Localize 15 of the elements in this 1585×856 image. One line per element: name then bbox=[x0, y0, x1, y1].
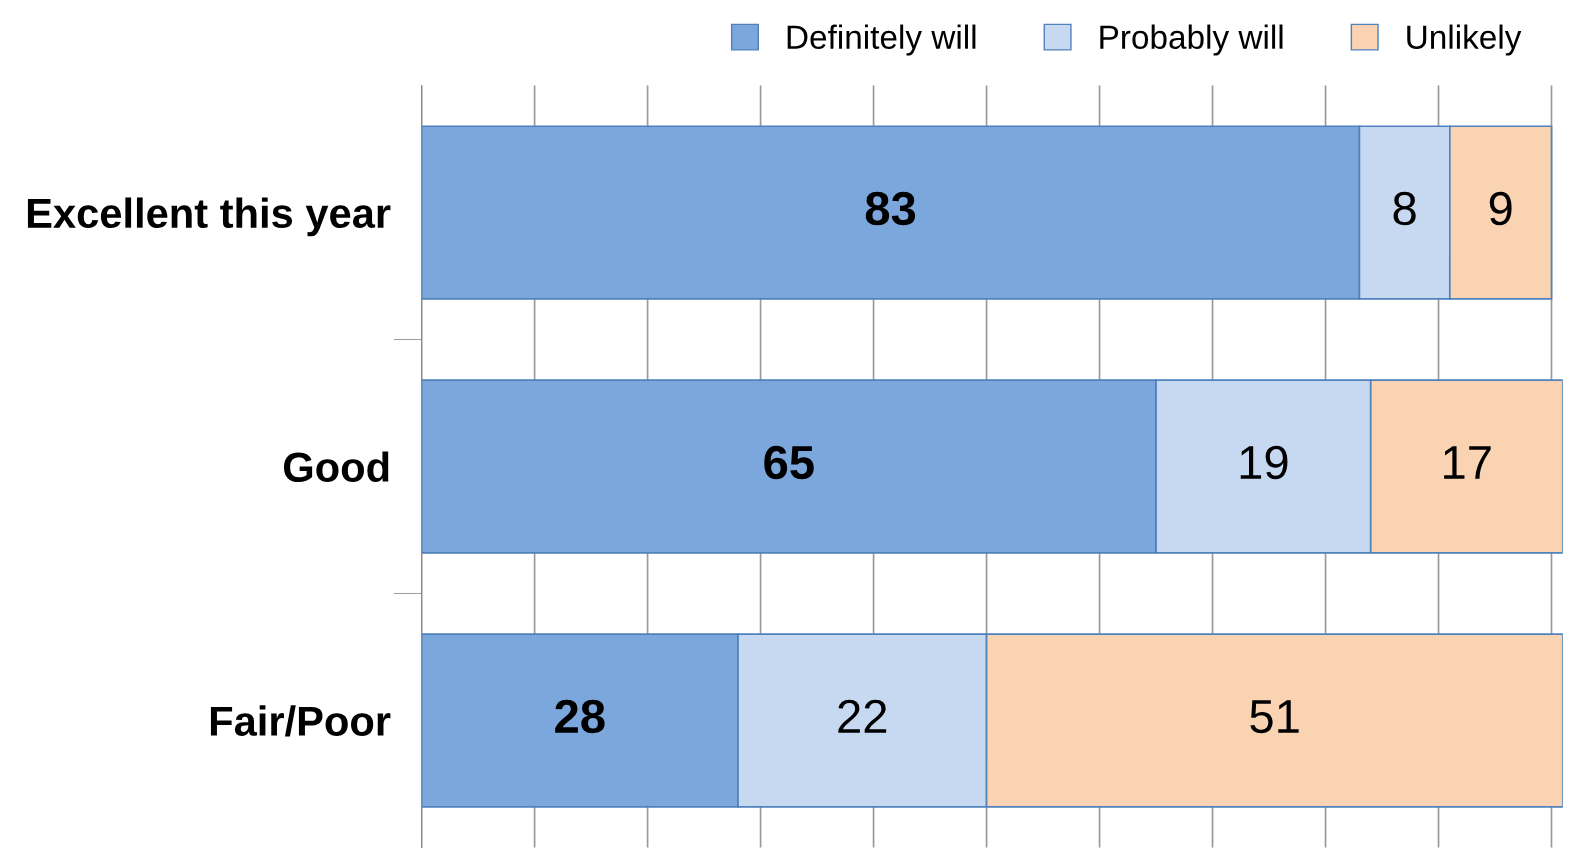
data-label: 17 bbox=[1444, 446, 1491, 479]
legend-label: Probably will bbox=[1100, 24, 1283, 56]
y-tick-label: Good bbox=[284, 451, 389, 483]
data-label: 8 bbox=[1393, 191, 1416, 226]
data-label: 19 bbox=[1240, 445, 1288, 480]
data-label: 9 bbox=[1489, 191, 1512, 226]
legend-label: Definitely will bbox=[787, 24, 976, 56]
data-label: 28 bbox=[555, 699, 605, 734]
data-label: 65 bbox=[764, 445, 814, 480]
data-label: 22 bbox=[838, 699, 887, 733]
y-tick-label: Excellent this year bbox=[27, 197, 391, 237]
data-label: 51 bbox=[1250, 700, 1299, 734]
legend-label: Unlikely bbox=[1407, 24, 1522, 56]
data-label: 83 bbox=[865, 191, 916, 226]
y-tick-label: Fair/Poor bbox=[210, 705, 391, 737]
